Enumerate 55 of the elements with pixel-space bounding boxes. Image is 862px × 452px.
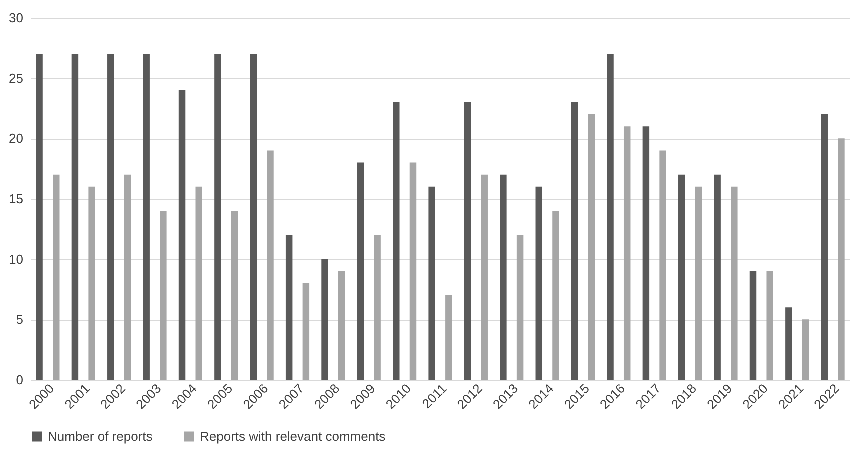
bar: [642, 126, 650, 380]
legend-label: Reports with relevant comments: [200, 428, 386, 444]
bar: [214, 54, 222, 380]
bar: [72, 54, 79, 380]
bar: [410, 162, 417, 380]
bar: [143, 54, 150, 380]
bar: [516, 235, 524, 380]
y-tick-label: 30: [9, 10, 24, 26]
bar: [607, 54, 614, 380]
bar: [88, 186, 96, 380]
bar: [338, 271, 346, 380]
bar: [552, 211, 560, 380]
bar: [750, 271, 757, 380]
bar: [124, 174, 132, 380]
bar: [500, 174, 507, 380]
bar: [660, 150, 666, 380]
bar: [53, 174, 60, 380]
bar: [231, 211, 238, 380]
bar: [624, 126, 631, 380]
bar: [481, 174, 488, 380]
bar: [160, 211, 167, 380]
bar: [267, 150, 274, 380]
bar: [786, 308, 792, 380]
y-tick-label: 0: [16, 372, 24, 388]
bar: [196, 186, 202, 380]
bar: [838, 138, 845, 380]
bar: [357, 162, 364, 380]
bar: [571, 102, 578, 380]
y-tick-label: 25: [9, 70, 24, 86]
bar: [374, 235, 381, 380]
bar: [802, 320, 810, 380]
y-tick-label: 20: [9, 131, 24, 146]
bar: [322, 259, 328, 380]
bar: [821, 114, 828, 380]
bar: [393, 102, 400, 380]
bar: [428, 186, 436, 380]
bar: [695, 186, 702, 380]
y-tick-label: 10: [9, 252, 24, 267]
bar: [286, 235, 293, 380]
legend-label: Number of reports: [48, 428, 154, 444]
bar: [766, 271, 774, 380]
bar: [302, 283, 310, 380]
bar: [108, 54, 114, 380]
bar: [588, 114, 596, 380]
bar: [536, 186, 543, 380]
bar: [36, 54, 43, 380]
bar: [731, 186, 738, 380]
bar: [446, 296, 452, 380]
bar: [178, 90, 186, 380]
y-tick-label: 5: [16, 312, 24, 328]
y-tick-label: 15: [9, 192, 24, 206]
bar: [714, 174, 721, 380]
bar: [250, 54, 258, 380]
bar: [464, 102, 472, 380]
bar: [678, 174, 686, 380]
